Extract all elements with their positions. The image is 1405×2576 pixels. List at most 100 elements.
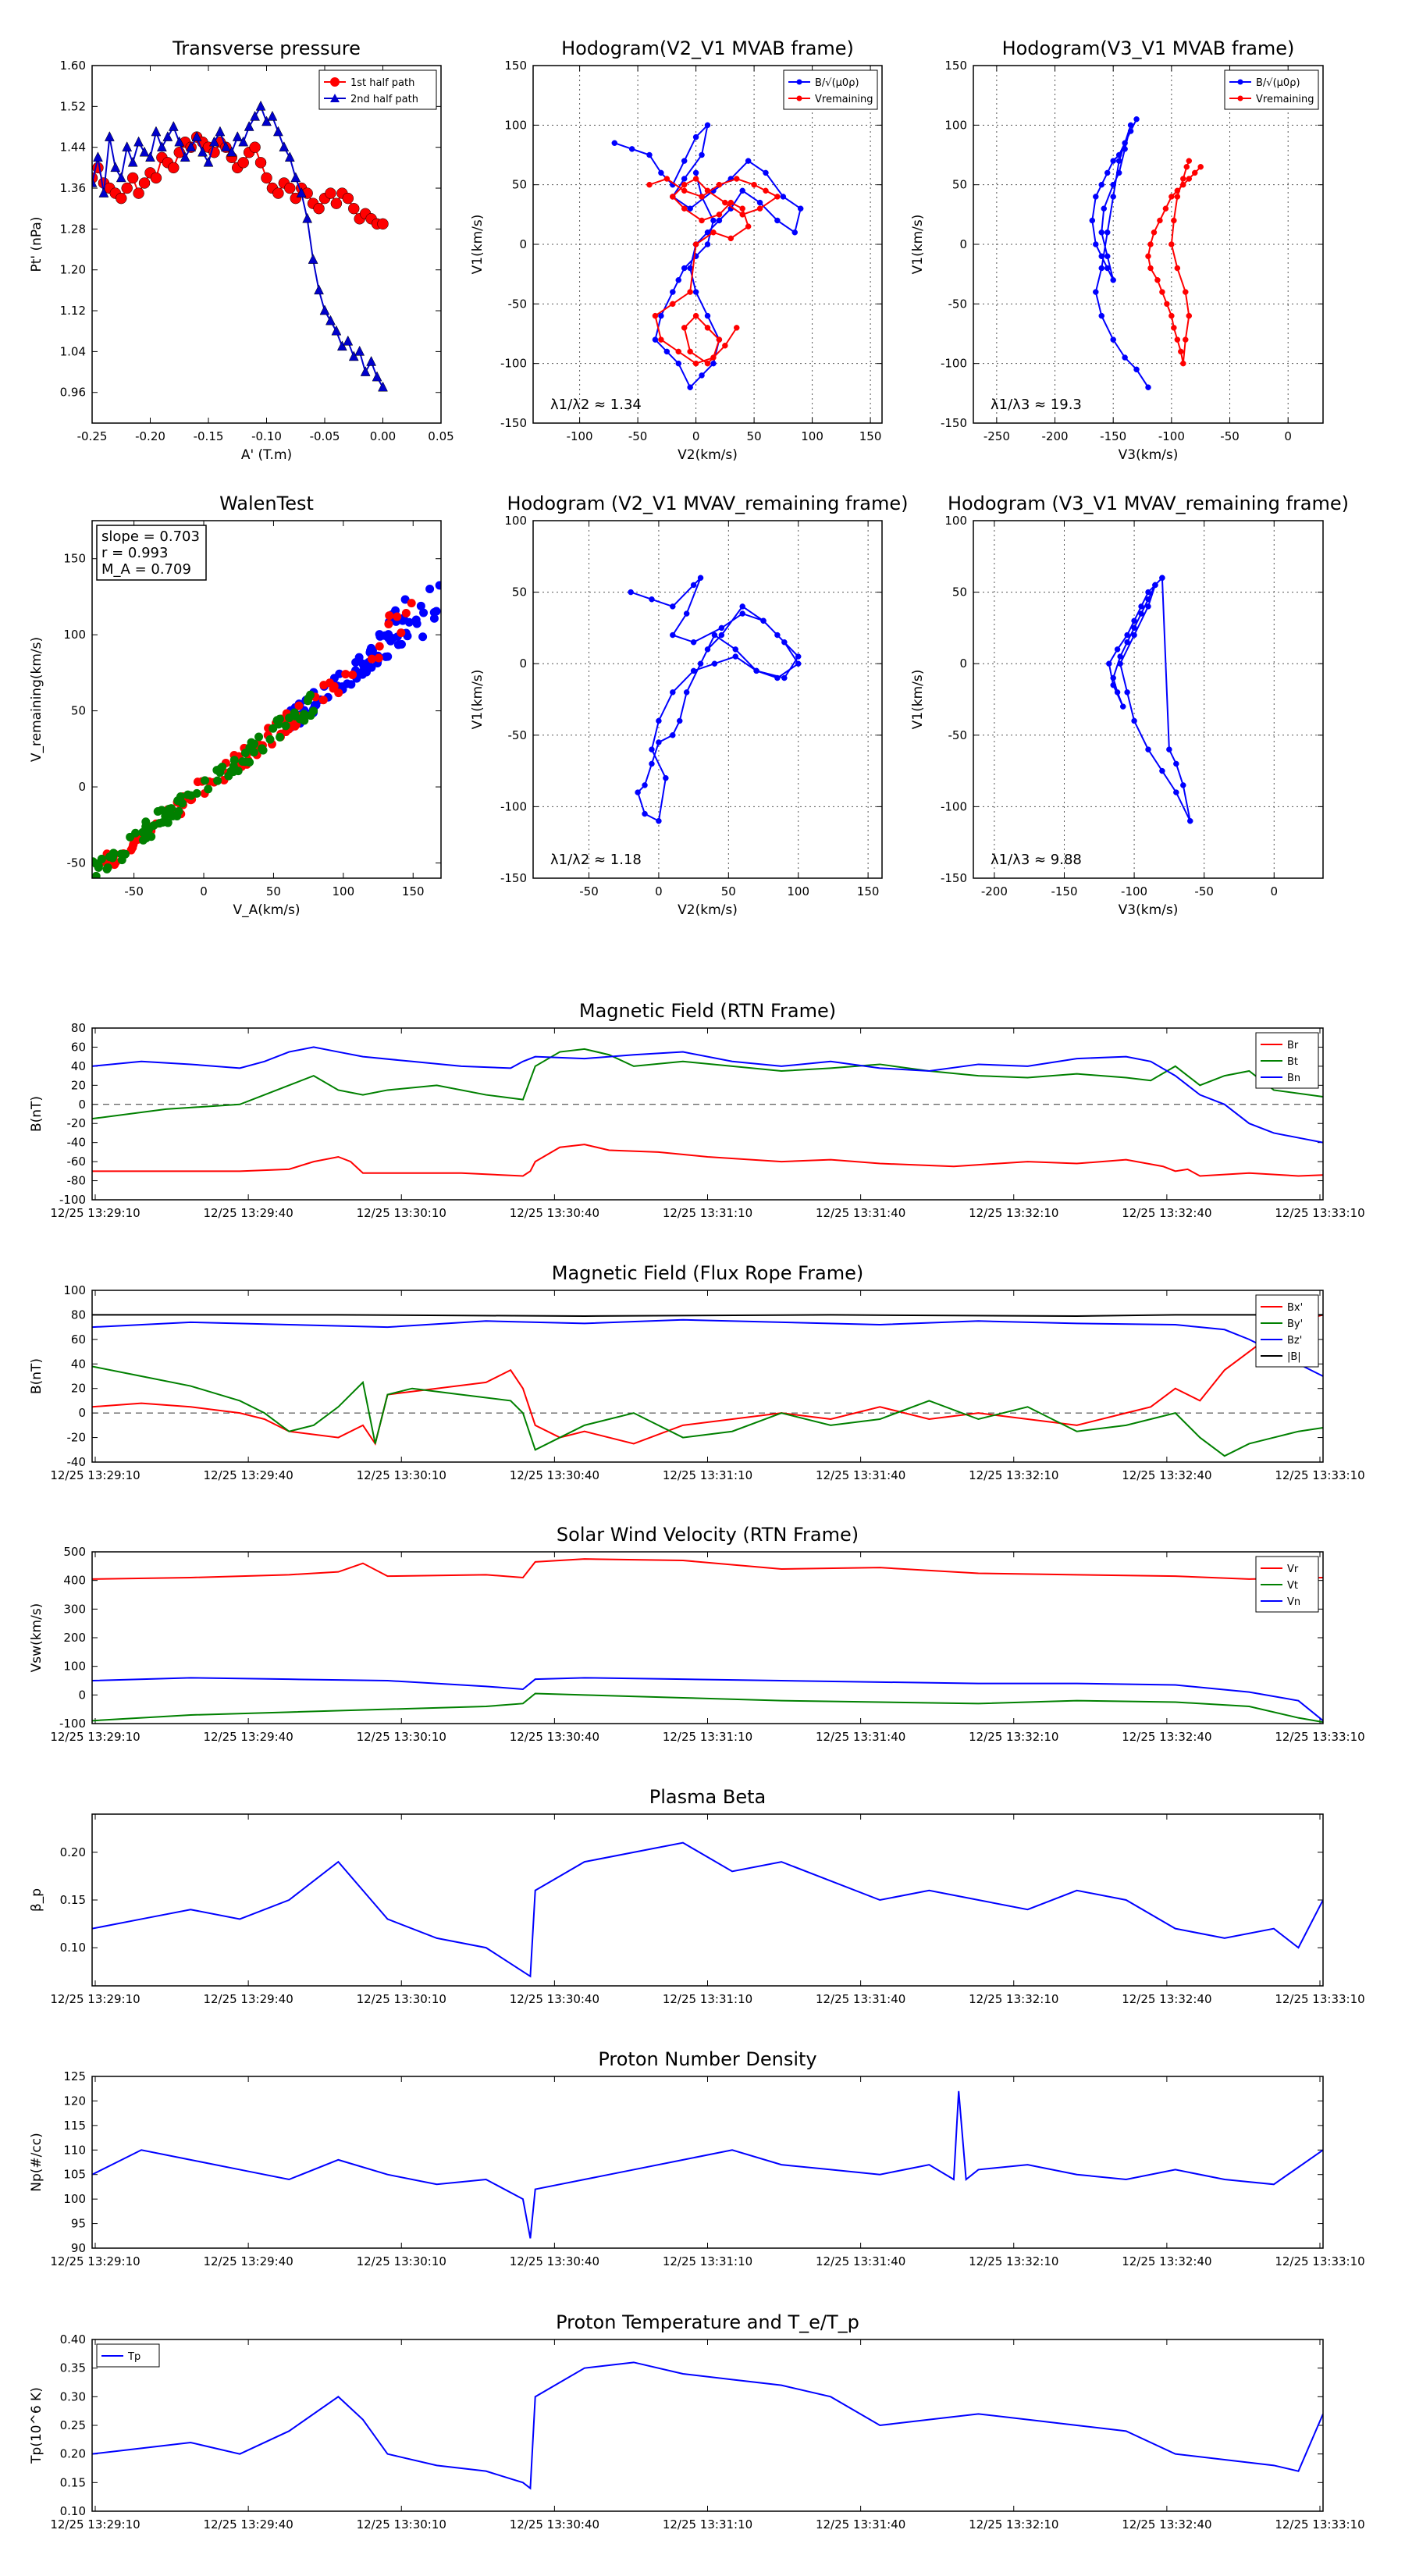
data-point (1151, 229, 1158, 236)
data-point-red (334, 688, 343, 698)
data-point (675, 348, 681, 355)
chart-title: Proton Number Density (598, 2048, 816, 2070)
y-tick-label: 0 (519, 656, 527, 671)
series-line-B/√(μ0ρ) (614, 123, 802, 389)
series-line-Vn (92, 1677, 1323, 1722)
data-point (302, 212, 313, 223)
data-point (718, 624, 725, 632)
data-point (156, 141, 167, 151)
y-tick-label: -80 (67, 1174, 87, 1188)
data-point-red (384, 619, 393, 628)
data-point (1104, 169, 1111, 176)
x-tick-label: 12/25 13:32:40 (1122, 2254, 1211, 2268)
x-tick-label: -50 (124, 884, 144, 898)
data-point (255, 100, 266, 111)
y-tick-label: -100 (941, 357, 967, 371)
data-point (284, 151, 295, 162)
data-point (670, 632, 676, 639)
data-point (670, 732, 676, 738)
data-point (1145, 589, 1151, 596)
x-tick-label: 12/25 13:29:10 (50, 2254, 140, 2268)
legend-label: Vremaining (1256, 94, 1314, 105)
legend-box (1224, 69, 1319, 110)
data-point (1168, 312, 1175, 319)
x-tick-label: 12/25 13:33:10 (1275, 1730, 1364, 1744)
y-tick-label: 100 (504, 514, 527, 528)
x-tick-label: 50 (266, 884, 281, 898)
y-tick-label: 100 (63, 1283, 86, 1297)
x-tick-label: 12/25 13:29:10 (50, 1992, 140, 2006)
x-tick-label: 12/25 13:32:10 (969, 1730, 1058, 1744)
series-line-Vremaining (1147, 160, 1201, 364)
x-tick-label: 12/25 13:29:40 (203, 2254, 293, 2268)
data-point (272, 187, 284, 199)
x-tick-label: 12/25 13:30:10 (357, 2254, 446, 2268)
legend-label: Vt (1287, 1580, 1298, 1592)
data-point (751, 181, 757, 188)
y-tick-label: -20 (67, 1431, 87, 1445)
data-point (656, 739, 662, 745)
data-point-green (108, 849, 118, 858)
data-point (739, 610, 745, 617)
data-point (690, 667, 697, 674)
data-point (676, 717, 683, 724)
data-point (716, 336, 723, 343)
legend-marker (796, 79, 802, 85)
x-tick-label: -150 (1051, 884, 1077, 898)
data-point (704, 229, 711, 236)
y-tick-label: 150 (63, 552, 86, 566)
x-tick-label: 12/25 13:31:10 (663, 1992, 752, 2006)
legend: 1st half path 2nd half path (318, 69, 437, 110)
y-tick-label: -100 (59, 1717, 86, 1731)
x-tick-label: 12/25 13:32:10 (969, 1992, 1058, 2006)
y-tick-label: 1.28 (60, 222, 86, 236)
x-tick-label: -100 (1121, 884, 1147, 898)
y-tick-label: 50 (512, 585, 527, 600)
chart-hodo_v2_v1_mvab: Hodogram(V2_V1 MVAB frame) -150 -100 -50 0 50… (470, 37, 883, 463)
y-tick-label: 120 (63, 2094, 86, 2108)
axes-frame (973, 520, 1324, 879)
plot-area (92, 1046, 1323, 1177)
data-point (774, 217, 781, 224)
y-tick-label: 110 (63, 2143, 86, 2157)
x-tick-label: -50 (579, 884, 599, 898)
data-point-green (97, 854, 106, 863)
data-point-green (306, 711, 315, 720)
legend-marker (330, 94, 340, 102)
chart-title: WalenTest (219, 493, 314, 514)
plot-area (92, 100, 389, 392)
ratio-annotation: λ1/λ3 ≈ 9.88 (991, 852, 1082, 868)
series-line-Vt (92, 1692, 1323, 1724)
data-point-blue (429, 614, 439, 623)
chart-title: Solar Wind Velocity (RTN Frame) (557, 1524, 859, 1546)
data-point (1110, 681, 1116, 688)
y-tick-label: 150 (944, 59, 967, 73)
y-tick-label: -50 (508, 728, 528, 742)
data-point (377, 218, 389, 230)
data-point (1098, 312, 1105, 319)
data-point (649, 596, 655, 603)
data-point (781, 639, 788, 646)
data-point (681, 187, 688, 194)
data-point (711, 660, 718, 667)
data-point (710, 229, 717, 236)
x-tick-label: -0.25 (77, 429, 108, 443)
x-tick-label: 150 (859, 429, 882, 443)
data-point (649, 746, 655, 753)
data-point (646, 181, 653, 188)
y-tick-label: -50 (67, 856, 87, 870)
y-tick-label: -60 (67, 1155, 87, 1169)
y-tick-label: 0 (78, 1688, 86, 1702)
data-point-green (300, 716, 309, 725)
axes-frame (91, 1290, 1324, 1463)
data-point-blue (384, 630, 393, 639)
data-point-red (375, 642, 384, 651)
plot-area (92, 581, 441, 878)
data-point-blue (381, 652, 390, 661)
legend-label: Vremaining (815, 94, 873, 105)
plot-area (1106, 575, 1193, 824)
data-point (704, 122, 711, 129)
data-point (366, 355, 377, 366)
data-point (692, 176, 699, 182)
x-tick-label: 12/25 13:32:40 (1122, 1206, 1211, 1220)
